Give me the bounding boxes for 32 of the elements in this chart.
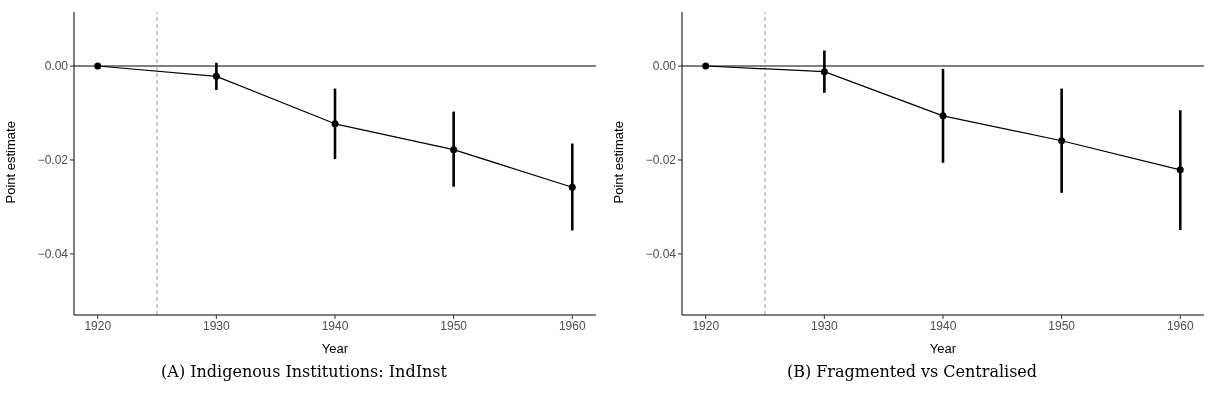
- x-tick-label: 1930: [811, 318, 839, 333]
- point: [212, 72, 220, 80]
- text: (A) Indigenous Institutions: IndInst: [160, 362, 448, 381]
- point: [568, 183, 576, 191]
- y-tick-label: −0.04: [37, 247, 69, 262]
- y-tick-label: 0.00: [44, 59, 69, 74]
- x-tick-label: 1950: [1048, 318, 1076, 333]
- x-tick-label: 1960: [1166, 318, 1194, 333]
- x-tick-label: 1940: [929, 318, 957, 333]
- x-axis-title: Year: [929, 341, 957, 356]
- y-tick-label: −0.02: [37, 153, 69, 168]
- y-axis-title: Point estimate: [2, 121, 18, 204]
- point: [702, 62, 710, 70]
- point: [1176, 166, 1184, 174]
- x-tick-label: 1920: [692, 318, 720, 333]
- x-tick-label: 1960: [558, 318, 586, 333]
- y-tick-label: −0.04: [645, 247, 677, 262]
- y-tick-label: −0.02: [645, 153, 677, 168]
- point: [450, 146, 458, 154]
- text: (B) Fragmented vs Centralised: [785, 362, 1039, 381]
- x-tick-label: 1920: [84, 318, 112, 333]
- point: [939, 112, 947, 120]
- x-tick-label: 1940: [321, 318, 349, 333]
- y-tick-label: 0.00: [652, 59, 677, 74]
- x-tick-label: 1950: [440, 318, 468, 333]
- point: [1058, 137, 1066, 145]
- point: [331, 120, 339, 128]
- point: [94, 62, 102, 70]
- x-tick-label: 1930: [203, 318, 231, 333]
- y-axis-title: Point estimate: [610, 121, 626, 204]
- point: [820, 68, 828, 76]
- x-axis-title: Year: [321, 341, 349, 356]
